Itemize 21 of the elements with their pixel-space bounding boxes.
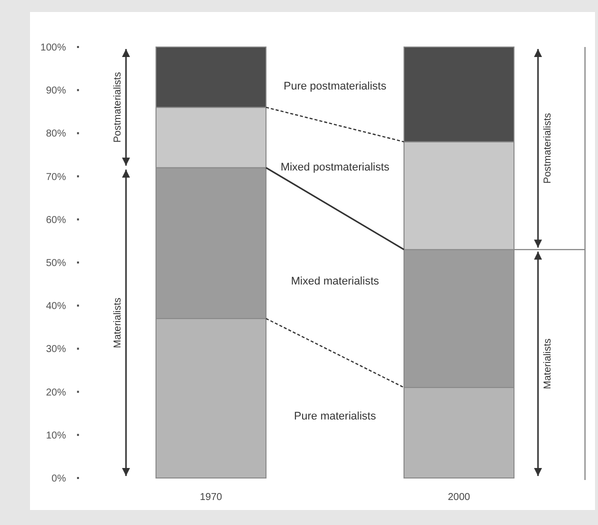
y-tick-label: 90%	[46, 86, 66, 97]
y-tick-label: 80%	[46, 128, 66, 140]
annotation: Postmaterialists	[112, 72, 124, 143]
y-tick-label: 60%	[46, 214, 66, 226]
y-tick-label: 10%	[46, 430, 66, 442]
annotation: Materialists	[542, 338, 554, 390]
y-tick-label: 100%	[40, 42, 66, 54]
y-tick-label: 50%	[46, 258, 66, 269]
annotation: Materialists	[112, 298, 124, 348]
y-tick-label: 0%	[52, 474, 66, 484]
text: Mixed materialists	[290, 276, 380, 288]
y-tick-label: 70%	[46, 172, 66, 183]
annotation: Postmaterialists	[542, 112, 554, 184]
x-tick-label: 2000	[448, 492, 471, 503]
text: Pure materialists	[294, 410, 376, 422]
series-label: Mixed postmaterialists	[280, 161, 390, 174]
y-tick-label: 30%	[46, 344, 66, 356]
series-label: Pure postmaterialists	[284, 80, 387, 93]
y-tick-label: 40%	[46, 301, 66, 312]
y-tick-label: 20%	[46, 387, 66, 398]
x-tick-label: 1970	[200, 492, 223, 503]
